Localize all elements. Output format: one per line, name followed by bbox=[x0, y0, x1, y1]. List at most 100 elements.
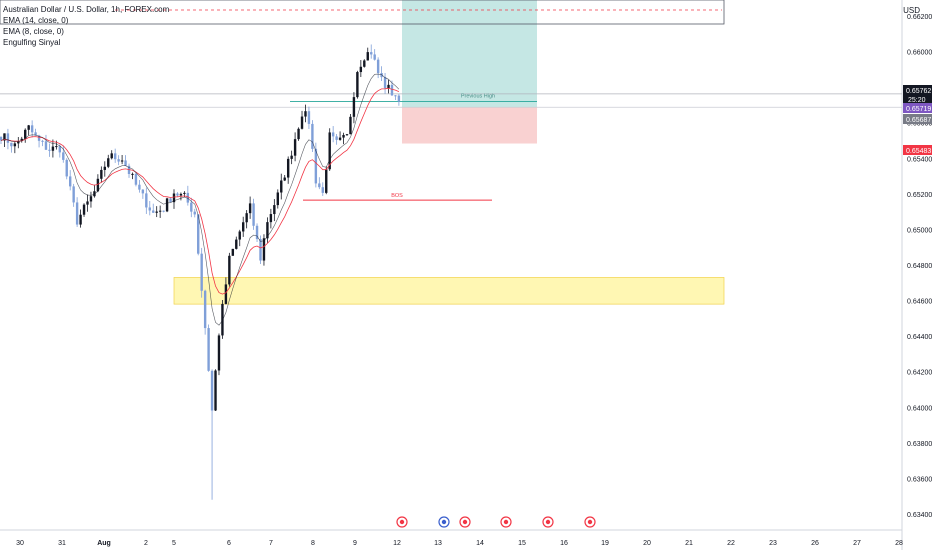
candle-body bbox=[231, 248, 235, 256]
candle-body bbox=[224, 284, 228, 304]
candle-body bbox=[20, 138, 23, 142]
candle-body bbox=[255, 225, 259, 240]
candle-body bbox=[51, 146, 55, 151]
candle-body bbox=[113, 153, 117, 160]
supply-zone bbox=[173, 277, 725, 305]
candle-body bbox=[158, 210, 162, 212]
candle-body bbox=[370, 52, 373, 55]
candle-body bbox=[34, 132, 37, 136]
y-tick-label: 0.64200 bbox=[907, 370, 932, 377]
candle-body bbox=[238, 231, 241, 240]
candle-body bbox=[283, 177, 286, 181]
stop-zone bbox=[402, 107, 537, 144]
candle-body bbox=[262, 238, 266, 261]
candle-body bbox=[328, 132, 331, 170]
y-tick-label: 0.64000 bbox=[907, 405, 932, 412]
y-tick-label: 0.63600 bbox=[907, 476, 932, 483]
ema8-line bbox=[0, 73, 400, 326]
candle-body bbox=[183, 192, 186, 194]
x-tick-label: 30 bbox=[16, 540, 24, 547]
event-marker-dot bbox=[587, 519, 593, 525]
x-tick-label: 31 bbox=[58, 540, 66, 547]
candle-body bbox=[259, 239, 262, 261]
candle-body bbox=[13, 143, 17, 147]
candle-body bbox=[131, 173, 134, 175]
candle-body bbox=[117, 159, 120, 162]
price-label-box bbox=[903, 85, 932, 105]
legend-ema8[interactable]: EMA (8, close, 0) bbox=[3, 27, 64, 36]
y-tick-label: 0.64600 bbox=[907, 299, 932, 306]
candle-body bbox=[214, 370, 217, 411]
candle-body bbox=[314, 148, 318, 184]
event-marker-dot bbox=[545, 519, 551, 525]
candle-body bbox=[3, 133, 6, 141]
ema14-line bbox=[0, 87, 400, 295]
candle-body bbox=[103, 166, 106, 170]
legend-indicator[interactable]: Engulfing Sinyal bbox=[3, 38, 61, 47]
candle-body bbox=[228, 255, 231, 285]
x-tick-label: 2 bbox=[144, 540, 148, 547]
price-label-text: 0.65762 bbox=[906, 88, 931, 95]
event-marker-dot bbox=[399, 519, 405, 525]
y-tick-label: 0.63400 bbox=[907, 512, 932, 519]
candle-body bbox=[252, 203, 255, 226]
candle-body bbox=[293, 139, 297, 156]
candle-body bbox=[172, 193, 176, 203]
y-tick-label: 0.66200 bbox=[907, 14, 932, 21]
candle-body bbox=[120, 160, 124, 162]
x-tick-label: 5 bbox=[172, 540, 176, 547]
x-tick-label: 19 bbox=[601, 540, 609, 547]
candle-body bbox=[300, 116, 304, 129]
candle-body bbox=[276, 192, 279, 206]
candle-body bbox=[366, 52, 369, 61]
candle-body bbox=[297, 128, 300, 140]
y-tick-label: 0.64800 bbox=[907, 263, 932, 270]
x-tick-label: 26 bbox=[811, 540, 819, 547]
candle-body bbox=[207, 328, 210, 371]
previous-high-label: Previous High bbox=[461, 94, 495, 100]
candle-body bbox=[169, 198, 172, 203]
candle-body bbox=[363, 60, 366, 67]
price-label-text: 0.65687 bbox=[906, 117, 931, 124]
candle-body bbox=[197, 214, 200, 254]
x-tick-label: 21 bbox=[685, 540, 693, 547]
y-tick-label: 0.65000 bbox=[907, 227, 932, 234]
event-marker-dot bbox=[503, 519, 509, 525]
candle-body bbox=[325, 169, 328, 193]
bos-label: BOS bbox=[391, 193, 403, 199]
price-label-box bbox=[903, 103, 932, 113]
currency-label: USD bbox=[903, 6, 920, 15]
x-tick-label: Aug bbox=[97, 540, 111, 547]
candle-body bbox=[162, 210, 165, 212]
candle-body bbox=[280, 180, 283, 193]
candle-body bbox=[138, 184, 141, 190]
legend-symbol[interactable]: Australian Dollar / U.S. Dollar, 1h, FOR… bbox=[3, 5, 170, 14]
candle-body bbox=[352, 97, 356, 117]
candle-body bbox=[93, 191, 96, 197]
x-tick-label: 14 bbox=[476, 540, 484, 547]
candle-body bbox=[345, 134, 349, 136]
candle-body bbox=[190, 202, 193, 212]
candle-body bbox=[387, 84, 390, 89]
candle-body bbox=[100, 169, 103, 179]
candle-body bbox=[321, 187, 324, 193]
candle-body bbox=[210, 370, 214, 411]
candle-body bbox=[89, 196, 93, 202]
candle-body bbox=[245, 213, 248, 223]
candle-body bbox=[24, 129, 27, 139]
price-label-text: 0.65483 bbox=[906, 148, 931, 155]
candle-body bbox=[79, 214, 82, 225]
candle-body bbox=[394, 95, 397, 97]
candle-body bbox=[141, 189, 145, 194]
candle-body bbox=[349, 116, 352, 135]
candle-body bbox=[62, 152, 65, 160]
candle-body bbox=[124, 160, 127, 166]
x-tick-label: 12 bbox=[393, 540, 401, 547]
candle-body bbox=[248, 203, 252, 214]
x-tick-label: 16 bbox=[560, 540, 568, 547]
legend-ema14[interactable]: EMA (14, close, 0) bbox=[3, 16, 69, 25]
candle-body bbox=[397, 95, 401, 102]
x-tick-label: 23 bbox=[769, 540, 777, 547]
y-tick-label: 0.64400 bbox=[907, 334, 932, 341]
